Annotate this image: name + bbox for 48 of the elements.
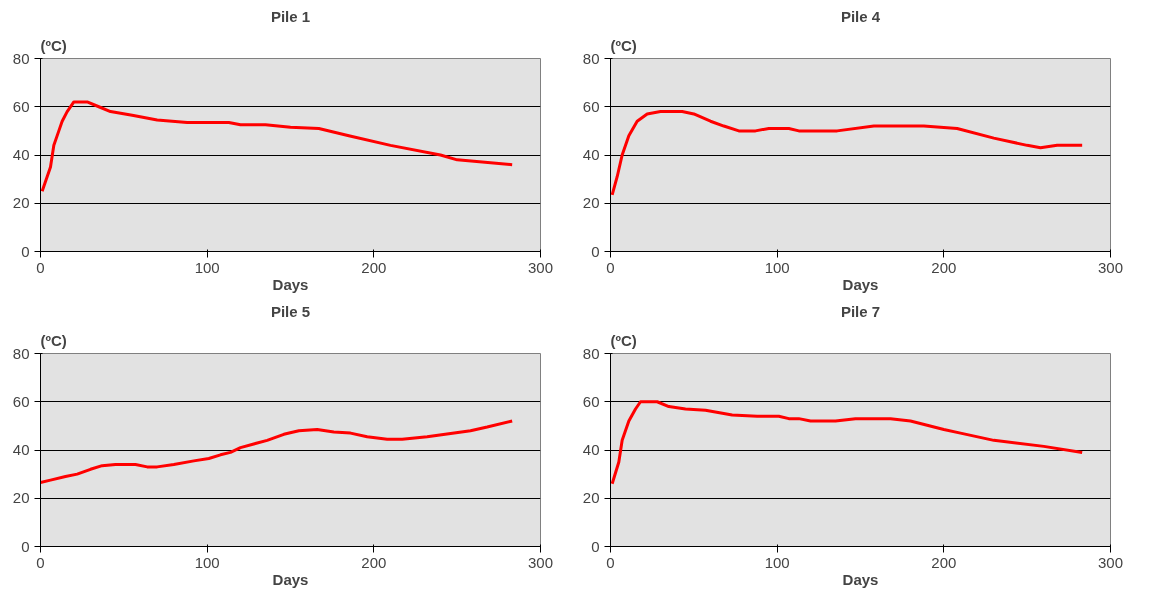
y-tick-label: 60 <box>12 392 30 410</box>
x-tick-label: 200 <box>361 258 387 276</box>
y-tick-label: 0 <box>591 537 600 555</box>
x-tick-label: 100 <box>194 258 220 276</box>
x-tick-label: 300 <box>527 553 554 571</box>
x-tick-label: 100 <box>194 553 220 571</box>
x-tick-label: 100 <box>764 258 790 276</box>
x-tick-label: 200 <box>931 553 957 571</box>
y-tick-label: 20 <box>582 194 600 212</box>
y-axis-title: (ºC) <box>40 36 67 54</box>
chart-title: Pile 1 <box>270 7 311 25</box>
x-tick-label: 0 <box>36 258 45 276</box>
y-tick-label: 40 <box>582 441 600 458</box>
x-axis-title: Days <box>272 570 309 588</box>
y-axis-title: (ºC) <box>610 36 637 54</box>
x-tick-label: 300 <box>1097 258 1124 276</box>
x-tick-label: 300 <box>1097 553 1124 571</box>
x-tick-label: 0 <box>36 553 45 571</box>
y-tick-label: 60 <box>582 392 600 410</box>
y-tick-label: 80 <box>12 49 30 67</box>
y-tick-label: 80 <box>582 49 600 67</box>
y-tick-label: 40 <box>12 441 30 458</box>
chart-title: Pile 7 <box>840 302 881 320</box>
chart-title: Pile 4 <box>840 7 881 25</box>
y-tick-label: 60 <box>582 97 600 115</box>
y-axis-title: (ºC) <box>610 331 637 349</box>
x-tick-label: 0 <box>606 553 615 571</box>
y-tick-label: 20 <box>12 194 30 212</box>
y-tick-label: 20 <box>582 489 600 507</box>
x-tick-label: 100 <box>764 553 790 571</box>
x-axis-title: Days <box>842 570 879 588</box>
y-tick-label: 0 <box>591 242 600 260</box>
x-tick-label: 300 <box>527 258 554 276</box>
x-axis-title: Days <box>272 275 309 293</box>
x-axis-title: Days <box>842 275 879 293</box>
x-tick-label: 200 <box>361 553 387 571</box>
y-tick-label: 0 <box>21 537 30 555</box>
y-tick-label: 60 <box>12 97 30 115</box>
x-tick-label: 200 <box>931 258 957 276</box>
y-tick-label: 20 <box>12 489 30 507</box>
y-tick-label: 40 <box>582 146 600 163</box>
y-axis-title: (ºC) <box>40 331 67 349</box>
y-tick-label: 0 <box>21 242 30 260</box>
y-tick-label: 80 <box>12 344 30 362</box>
chart-title: Pile 5 <box>270 302 311 320</box>
x-tick-label: 0 <box>606 258 615 276</box>
y-tick-label: 40 <box>12 146 30 163</box>
y-tick-label: 80 <box>582 344 600 362</box>
